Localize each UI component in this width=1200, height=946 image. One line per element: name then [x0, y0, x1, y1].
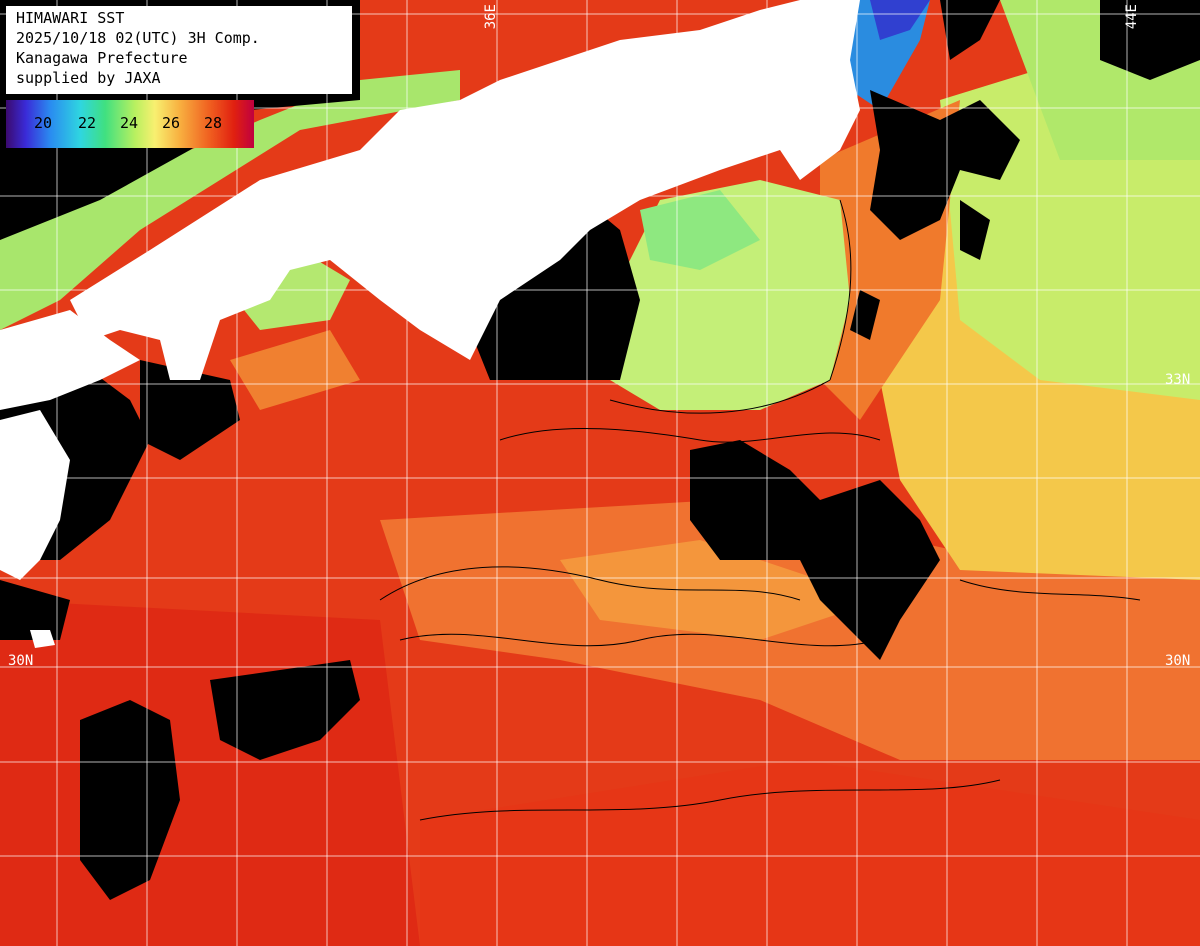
cloud-top	[940, 0, 1000, 60]
cloud-top-east	[1100, 0, 1200, 80]
colorbar-tick: 28	[204, 114, 223, 132]
info-title: HIMAWARI SST	[16, 9, 125, 27]
colorbar-tick: 22	[78, 114, 97, 132]
cloud-south-2	[80, 700, 180, 900]
land-peninsula	[380, 220, 430, 290]
color-scale-legend: 20 22 24 26 28	[6, 100, 254, 148]
lat-label-30n-left: 30N	[8, 653, 34, 669]
land-island	[30, 630, 55, 648]
lat-label-33n-right: 33N	[1165, 372, 1191, 388]
land-kyushu	[0, 410, 70, 580]
cloud-southwest	[0, 580, 70, 640]
land-shikoku	[0, 310, 140, 410]
sea-warm-south	[420, 760, 1200, 946]
isotherm-contours	[379, 199, 1141, 821]
colorbar-tick: 26	[162, 114, 181, 132]
info-date: 2025/10/18 02(UTC) 3H Comp.	[16, 29, 260, 47]
lat-label-33n-left: 33N	[8, 372, 34, 388]
cloud-southeast	[690, 440, 940, 660]
colorbar-tick: 24	[120, 114, 139, 132]
info-supplier: supplied by JAXA	[16, 69, 161, 87]
info-prefecture: Kanagawa Prefecture	[16, 49, 188, 67]
land-honshu	[70, 0, 860, 380]
cloud-small-east	[960, 200, 990, 260]
colorbar-tick: 20	[34, 114, 53, 132]
sea-warm-southwest	[0, 600, 420, 946]
cloud-south-1	[210, 660, 360, 760]
cloud-west-2	[140, 360, 240, 460]
lon-label-36e: 36E	[483, 4, 499, 30]
lon-label-44e: 44E	[1124, 4, 1140, 30]
lat-label-30n-right: 30N	[1165, 653, 1191, 669]
cloud-north-band	[870, 90, 1020, 240]
sea-cool-core	[640, 190, 760, 270]
sea-coldest-north	[870, 0, 930, 40]
map-info-box: HIMAWARI SST 2025/10/18 02(UTC) 3H Comp.…	[6, 6, 352, 94]
